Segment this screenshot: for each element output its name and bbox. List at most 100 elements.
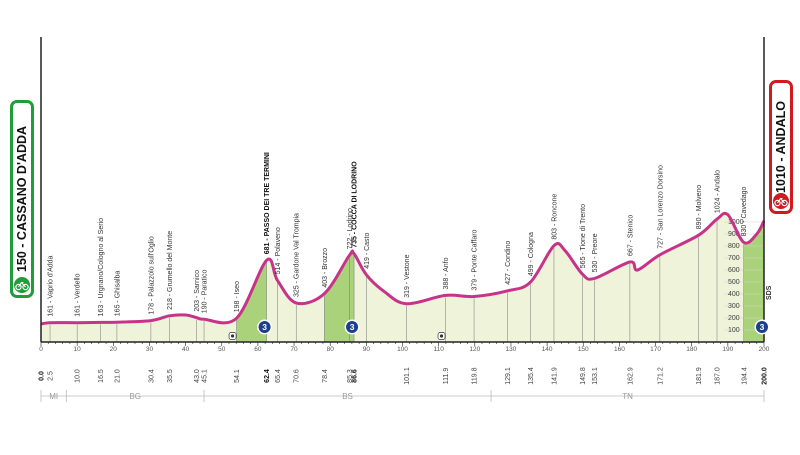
km-tick-label: 0.0 [39, 371, 46, 381]
km-tick-label: 119.8 [472, 367, 479, 384]
point-label: 319 - Vestone [404, 254, 411, 297]
profile-area [41, 213, 764, 342]
altitude-label: 700 [728, 255, 740, 262]
altitude-label: 800 [728, 243, 740, 250]
scale-label: 30 [146, 346, 154, 353]
point-label: 890 - Molveno [696, 185, 703, 229]
km-tick-label: 135.4 [528, 367, 535, 385]
km-tick-label: 181.9 [696, 367, 703, 385]
category-label: 3 [350, 322, 355, 332]
point-label: 803 - Roncone [551, 194, 558, 240]
finish-label: 1010 - ANDALO [774, 101, 788, 193]
point-label: 499 - Cologna [528, 232, 535, 276]
km-tick-label: 70.6 [294, 369, 301, 383]
point-label: 403 - Brozzo [322, 248, 329, 288]
km-tick-label: 78.4 [322, 369, 329, 383]
point-label: 427 - Condino [505, 241, 512, 285]
km-tick-label: 200.0 [762, 367, 769, 385]
km-tick-label: 194.4 [741, 367, 748, 385]
km-tick-label: 85.3 [347, 369, 354, 383]
scale-label: 130 [506, 346, 517, 353]
region-label: MI [49, 392, 58, 401]
km-tick-label: 2.5 [48, 371, 55, 381]
finish-badge: 1010 - ANDALO [769, 80, 793, 214]
scale-label: 160 [614, 346, 625, 353]
point-label: 203 - Sarnico [194, 270, 201, 312]
point-label: 1024 - Andalo [715, 170, 722, 213]
scale-label: 190 [722, 346, 733, 353]
altitude-label: 200 [728, 315, 740, 322]
badge-disc [346, 321, 359, 333]
km-tick-label: 187.0 [715, 367, 722, 385]
scale-label: 60 [254, 346, 262, 353]
scale-label: 150 [578, 346, 589, 353]
altitude-label: 1000 [728, 219, 744, 226]
km-tick-label: 153.1 [592, 367, 599, 385]
km-tick-label: 10.0 [75, 369, 82, 383]
point-label: 161 - Verdello [75, 273, 82, 316]
climb-category-badge: 3 [754, 319, 770, 335]
sds-label: SDS [766, 285, 773, 300]
point-label: 681 - PASSO DEI TRE TERMINI [264, 152, 271, 254]
km-tick-label: 45.1 [202, 369, 209, 383]
point-label: 565 - Tione di Trento [580, 204, 587, 268]
km-tick-label: 101.1 [404, 367, 411, 385]
altitude-label: 500 [728, 279, 740, 286]
sprint-icon [228, 332, 237, 340]
start-badge: 150 - CASSANO D'ADDA [10, 100, 34, 298]
finish-cyclist-icon [773, 193, 789, 209]
point-label: 722 - Lodrino [347, 208, 354, 249]
badge-disc [258, 321, 271, 333]
point-label: 190 - Paratico [202, 270, 209, 314]
start-cyclist-icon [14, 277, 30, 293]
point-label: 178 - Palazzolo sull'Oglio [148, 236, 155, 314]
km-tick-label: 111.9 [443, 368, 450, 385]
feed-zone-icon [437, 332, 446, 340]
icon-dot [230, 334, 235, 338]
point-label: 325 - Gardone Val Trompia [294, 213, 301, 297]
altitude-label: 300 [728, 303, 740, 310]
region-label: BS [342, 392, 353, 401]
profile-fill-layer [41, 213, 764, 342]
climb-category-badge: 3 [257, 319, 273, 335]
scale-label: 50 [218, 346, 226, 353]
point-label: 530 - Preore [592, 233, 599, 272]
scale-label: 0 [39, 346, 43, 353]
point-label: 165 - Ghisalba [114, 271, 121, 317]
scale-label: 10 [74, 346, 82, 353]
scale-label: 140 [542, 346, 553, 353]
point-label: 218 - Grumello del Monte [167, 231, 174, 310]
km-tick-label: 171.2 [657, 367, 664, 385]
scale-label: 40 [182, 346, 190, 353]
point-label: 514 - Polaveno [275, 227, 282, 274]
point-label: 830 - Cavedago [741, 186, 748, 236]
climb-fill [743, 220, 764, 342]
category-label: 3 [760, 322, 765, 332]
km-tick-label: 30.4 [148, 369, 155, 383]
km-tick-label: 149.8 [580, 367, 587, 385]
scale-label: 20 [110, 346, 118, 353]
altitude-label: 400 [728, 291, 740, 298]
profile-line-layer [40, 211, 766, 326]
scale-label: 110 [433, 346, 444, 353]
category-label: 3 [262, 322, 267, 332]
point-labels: 161 - Vaprio d'Adda 161 - Verdello 163 - U… [48, 152, 749, 317]
climb-markers: 3 3 3 SDS [228, 285, 773, 340]
region-label: BG [129, 392, 141, 401]
badge-disc [756, 321, 768, 333]
point-label: 161 - Vaprio d'Adda [48, 255, 55, 316]
region-label: TN [622, 392, 633, 401]
climb-fill [236, 260, 267, 342]
point-label: 419 - Casto [364, 233, 371, 269]
point-label: 388 - Anfo [443, 257, 450, 289]
point-label: 667 - Stenico [627, 215, 634, 256]
km-tick-label: 43.0 [194, 369, 201, 383]
point-label: 727 - San Lorenzo Dorsino [657, 165, 664, 249]
scale-label: 120 [469, 346, 480, 353]
km-tick-label: 65.4 [275, 369, 282, 383]
icon-dot [439, 334, 444, 338]
profile-line [40, 211, 766, 326]
scale-label: 70 [290, 346, 298, 353]
scale-label: 170 [650, 346, 661, 353]
